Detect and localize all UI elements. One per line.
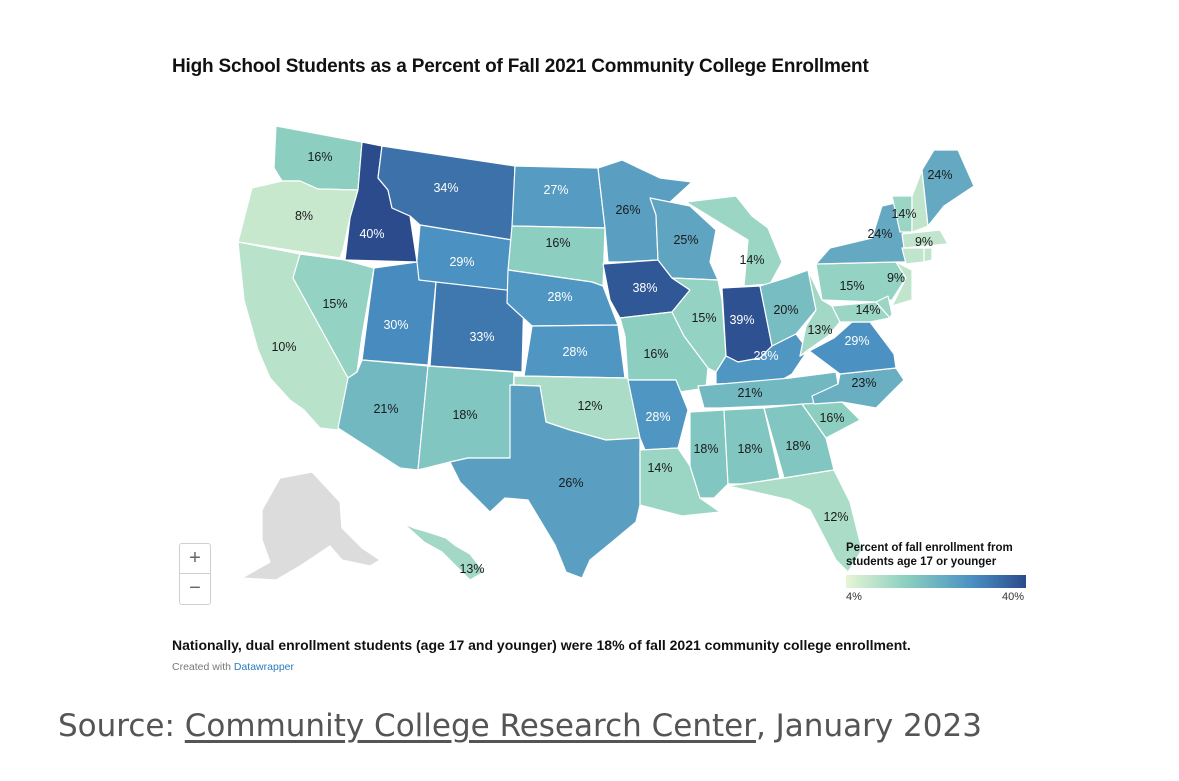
state-label-hi: 13% [459, 562, 484, 576]
state-label-ca: 10% [271, 340, 296, 354]
state-label-nm: 18% [452, 408, 477, 422]
state-label-mo: 16% [643, 347, 668, 361]
zoom-in-button[interactable]: + [180, 544, 210, 574]
state-label-nh: 9% [915, 235, 933, 249]
state-label-mt: 34% [433, 181, 458, 195]
zoom-out-button[interactable]: − [189, 577, 201, 599]
state-label-fl: 12% [823, 510, 848, 524]
state-va[interactable] [799, 321, 897, 375]
state-ak[interactable] [241, 471, 381, 581]
zoom-control: + − [179, 543, 211, 605]
state-label-ga: 18% [785, 439, 810, 453]
state-label-ms: 18% [693, 442, 718, 456]
credit-prefix: Created with [172, 661, 234, 673]
state-label-oh: 20% [773, 303, 798, 317]
state-label-ok: 12% [577, 399, 602, 413]
credit-line: Created with Datawrapper [172, 661, 294, 673]
state-ma[interactable] [901, 229, 949, 249]
state-wv[interactable] [799, 269, 841, 357]
state-label-me: 24% [927, 168, 952, 182]
state-nj[interactable] [891, 261, 913, 307]
state-label-md: 14% [855, 303, 880, 317]
state-nd[interactable] [511, 165, 606, 229]
state-label-mi: 14% [739, 253, 764, 267]
legend-color-bar [846, 575, 1026, 588]
state-label-ny: 24% [867, 227, 892, 241]
state-label-co: 33% [469, 330, 494, 344]
state-label-wi: 25% [673, 233, 698, 247]
state-label-wa: 16% [307, 150, 332, 164]
state-ga[interactable] [763, 403, 835, 479]
state-de[interactable] [875, 295, 893, 319]
state-label-pa: 15% [839, 279, 864, 293]
state-label-id: 40% [359, 227, 384, 241]
state-me[interactable] [921, 149, 975, 227]
source-prefix: Source: [58, 708, 185, 744]
state-label-ky: 28% [753, 349, 778, 363]
state-label-az: 21% [373, 402, 398, 416]
state-label-nj: 9% [887, 271, 905, 285]
state-label-ks: 28% [562, 345, 587, 359]
chart-title: High School Students as a Percent of Fal… [172, 56, 869, 77]
state-label-il: 15% [691, 311, 716, 325]
state-il[interactable] [671, 277, 727, 373]
state-ri[interactable] [923, 247, 933, 263]
state-label-la: 14% [647, 461, 672, 475]
state-label-ut: 30% [383, 318, 408, 332]
state-nv[interactable] [292, 253, 375, 379]
source-suffix: , January 2023 [755, 708, 982, 744]
state-label-va: 29% [844, 334, 869, 348]
national-note: Nationally, dual enrollment students (ag… [172, 637, 911, 653]
legend-title: Percent of fall enrollment from students… [846, 542, 1013, 568]
state-tx[interactable] [449, 384, 641, 579]
state-label-nc: 23% [851, 376, 876, 390]
state-label-in: 39% [729, 313, 754, 327]
legend-min-label: 4% [846, 591, 862, 603]
source-line: Source: Community College Research Cente… [58, 708, 982, 744]
source-link[interactable]: Community College Research Center [184, 708, 756, 744]
state-label-ne: 28% [547, 290, 572, 304]
state-label-nv: 15% [322, 297, 347, 311]
state-nc[interactable] [811, 367, 905, 409]
state-label-sc: 16% [819, 411, 844, 425]
state-label-mn: 26% [615, 203, 640, 217]
state-label-vt: 14% [891, 207, 916, 221]
state-label-ia: 38% [632, 281, 657, 295]
state-la[interactable] [639, 447, 721, 517]
state-label-tx: 26% [558, 476, 583, 490]
datawrapper-link[interactable]: Datawrapper [233, 661, 294, 673]
state-ct[interactable] [901, 247, 925, 265]
state-hi[interactable] [403, 523, 485, 581]
state-label-or: 8% [295, 209, 313, 223]
state-label-wy: 29% [449, 255, 474, 269]
state-label-tn: 21% [737, 386, 762, 400]
state-label-sd: 16% [545, 236, 570, 250]
state-label-ar: 28% [645, 410, 670, 424]
state-label-wv: 13% [807, 323, 832, 337]
legend-max-label: 40% [1002, 591, 1025, 603]
state-label-nd: 27% [543, 183, 568, 197]
state-mi[interactable] [685, 195, 783, 287]
state-label-al: 18% [737, 442, 762, 456]
state-co[interactable] [429, 281, 525, 373]
state-fl[interactable] [727, 469, 863, 573]
